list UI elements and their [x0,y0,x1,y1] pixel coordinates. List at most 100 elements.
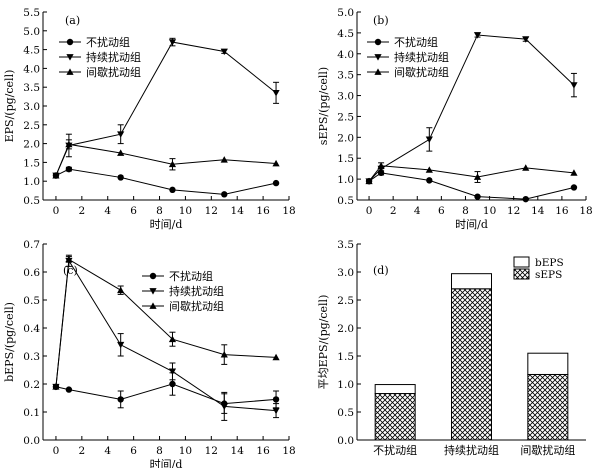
data-point [221,191,228,198]
data-point [570,82,578,89]
data-point [220,351,228,358]
series-line [55,258,277,387]
x-tick-label: 18 [282,205,295,217]
data-point [473,32,482,39]
x-tick-label: 4 [104,205,111,217]
legend-marker [66,38,74,46]
x-tick-label: 2 [78,445,85,457]
series-line [55,259,277,412]
panel-label: (d) [373,264,389,277]
y-tick-label: 1.5 [337,351,354,363]
panel-label: (c) [63,264,78,277]
bar-sEPS [527,373,569,441]
legend-label: 间歇扰动组 [394,65,449,79]
y-tick-label: 4.5 [23,45,40,57]
y-tick-label: 0.3 [23,351,40,363]
data-point [272,89,280,97]
bar-bEPS [374,384,416,395]
x-tick-label: 12 [205,205,218,217]
legend-swatch [513,256,530,268]
data-point [473,173,482,180]
data-point [272,353,280,361]
legend-label: 持续扰动组 [169,284,224,298]
y-tick-label: 1.0 [23,176,40,188]
y-tick-label: 0.4 [23,323,40,335]
legend-marker [149,302,157,309]
y-tick-label: 1.0 [337,379,354,391]
legend-marker [149,272,157,280]
y-tick-label: 2.5 [337,295,354,307]
data-point [117,286,125,294]
y-axis-label: sEPS/(pg/cell) [317,67,330,145]
data-point [220,403,228,410]
data-point [52,383,60,390]
data-point [272,407,280,415]
data-point [65,140,73,148]
y-tick-label: 0.7 [23,239,40,251]
x-axis-label: 时间/d [150,458,183,468]
y-tick-label: 5.5 [23,7,40,19]
legend-label: 持续扰动组 [394,50,449,64]
data-point [168,335,177,343]
x-axis-label: 时间/d [455,218,488,231]
x-tick-label: 8 [156,445,163,457]
y-axis-label: 平均EPS/(pg/cell) [317,295,330,390]
legend-label: 不扰动组 [394,35,438,49]
data-point [65,165,73,173]
data-point [425,136,433,144]
legend-label: sEPS [535,269,562,281]
data-point [272,159,280,167]
x-tick-label: 不扰动组 [373,443,417,457]
y-tick-label: 1.5 [23,157,40,169]
series-line [368,34,575,182]
x-tick-label: 间歇扰动组 [520,443,575,457]
series-2: 间歇扰动组 [52,255,280,390]
x-tick-label: 12 [507,205,520,217]
data-point [474,193,481,200]
data-point [365,177,373,185]
series-2: 间歇扰动组 [365,65,578,185]
y-tick-label: 2.0 [23,139,40,151]
data-point [52,171,60,179]
y-tick-label: 2.0 [337,323,354,335]
x-tick-label: 4 [104,445,111,457]
x-tick-label: 14 [231,205,245,217]
bar-sEPS [451,288,492,441]
y-tick-label: 3.5 [337,239,354,251]
x-tick-label: 16 [256,445,270,457]
data-point [65,386,73,393]
y-tick-label: 5.0 [23,26,40,38]
data-point [168,39,177,46]
y-tick-label: 3.0 [23,101,40,113]
x-tick-label: 0 [366,205,373,217]
y-tick-label: 3.0 [337,267,354,279]
y-tick-label: 0.5 [23,295,40,307]
x-tick-label: 4 [414,205,421,217]
series-0: 不扰动组 [52,269,280,414]
y-tick-label: 4.0 [337,49,354,61]
data-point [65,255,73,263]
legend-marker [149,288,157,295]
series-1: 持续扰动组 [52,37,280,180]
series-1: 持续扰动组 [52,254,280,421]
y-tick-label: 0.2 [23,379,40,391]
x-tick-label: 18 [579,205,592,217]
data-point [522,195,529,203]
y-axis-label: bEPS/(pg/cell) [3,302,16,382]
data-point [117,341,125,349]
x-tick-label: 18 [282,445,295,457]
legend-label: 间歇扰动组 [169,299,224,313]
legend-label: 不扰动组 [86,35,130,49]
x-tick-label: 14 [231,445,245,457]
x-tick-label: 6 [438,205,445,217]
x-tick-label: 16 [256,205,270,217]
y-tick-label: 0.6 [23,267,40,279]
legend-marker [374,68,382,75]
x-tick-label: 6 [130,205,137,217]
data-point [522,164,530,171]
data-point [426,177,433,184]
x-tick-label: 2 [78,205,85,217]
series-line [368,172,575,200]
y-tick-label: 2.5 [337,111,354,123]
